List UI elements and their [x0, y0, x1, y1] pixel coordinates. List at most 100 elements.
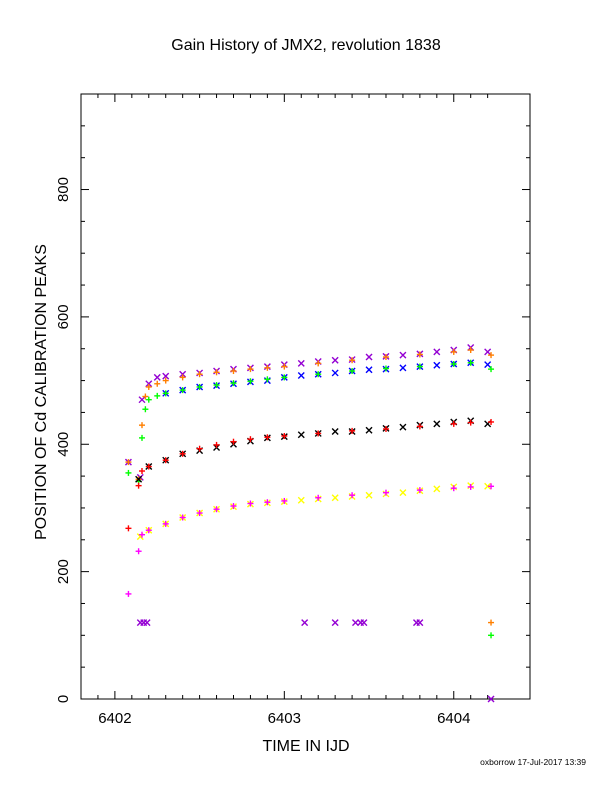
- data-point: [135, 475, 143, 483]
- marker-stroke: [179, 370, 187, 378]
- marker-stroke: [399, 423, 407, 431]
- data-point: [138, 434, 145, 441]
- marker-stroke: [143, 619, 151, 627]
- marker-stroke: [297, 431, 305, 439]
- data-point: [315, 360, 322, 367]
- data-point: [125, 525, 132, 532]
- data-point: [230, 503, 237, 510]
- data-point: [484, 482, 492, 490]
- marker-stroke: [138, 396, 146, 404]
- data-point: [162, 377, 169, 384]
- data-point: [484, 361, 492, 369]
- data-point: [331, 369, 339, 377]
- marker-stroke: [433, 361, 441, 369]
- data-point: [196, 510, 203, 517]
- data-point: [179, 387, 186, 394]
- marker-stroke: [365, 426, 373, 434]
- data-point: [315, 430, 322, 437]
- marker-stroke: [153, 373, 161, 381]
- data-point: [145, 380, 153, 388]
- data-point: [213, 441, 220, 448]
- data-point: [416, 363, 423, 370]
- data-point: [179, 374, 186, 381]
- marker-stroke: [399, 364, 407, 372]
- data-point: [382, 425, 389, 432]
- data-point: [297, 496, 305, 504]
- y-axis-label: POSITION OF Cd CALIBRATION PEAKS: [33, 244, 50, 540]
- marker-stroke: [487, 695, 495, 703]
- marker-stroke: [297, 496, 305, 504]
- marker-stroke: [135, 475, 143, 483]
- data-point: [349, 357, 356, 364]
- data-point: [487, 695, 495, 703]
- data-point: [125, 459, 132, 466]
- data-point: [433, 485, 441, 493]
- data-point: [143, 619, 151, 627]
- data-point: [138, 422, 145, 429]
- chart-title: Gain History of JMX2, revolution 1838: [171, 37, 441, 54]
- data-point: [399, 489, 407, 497]
- data-point: [264, 364, 271, 371]
- data-point: [297, 371, 305, 379]
- data-point: [433, 361, 441, 369]
- data-point: [450, 361, 457, 368]
- data-point: [153, 373, 161, 381]
- data-point: [135, 548, 142, 555]
- marker-stroke: [331, 369, 339, 377]
- data-point: [488, 418, 495, 425]
- data-point: [154, 380, 161, 387]
- data-point: [145, 396, 152, 403]
- marker-stroke: [360, 619, 368, 627]
- data-point: [196, 383, 203, 390]
- x-tick-label: 6402: [98, 710, 131, 727]
- data-point: [331, 428, 339, 436]
- data-point: [433, 420, 441, 428]
- data-point: [488, 632, 495, 639]
- data-point: [142, 393, 149, 400]
- data-point: [382, 489, 389, 496]
- marker-stroke: [433, 420, 441, 428]
- data-point: [331, 494, 339, 502]
- data-point: [162, 390, 169, 397]
- marker-stroke: [399, 489, 407, 497]
- data-point: [351, 619, 359, 627]
- marker-stroke: [365, 366, 373, 374]
- data-point: [264, 434, 271, 441]
- data-point: [281, 374, 288, 381]
- data-point: [138, 468, 145, 475]
- data-point: [416, 351, 423, 358]
- data-point: [416, 487, 423, 494]
- data-point: [488, 619, 495, 626]
- data-point: [365, 491, 373, 499]
- y-tick-label: 0: [55, 695, 72, 703]
- data-point: [488, 352, 495, 359]
- data-point: [488, 366, 495, 373]
- data-point: [349, 492, 356, 499]
- marker-stroke: [145, 380, 153, 388]
- data-point: [315, 494, 322, 501]
- data-point: [125, 469, 132, 476]
- data-point: [488, 483, 495, 490]
- data-point: [247, 500, 254, 507]
- data-point: [247, 436, 254, 443]
- data-point: [230, 438, 237, 445]
- data-point: [450, 485, 457, 492]
- data-point: [162, 520, 169, 527]
- marker-stroke: [484, 348, 492, 356]
- marker-stroke: [301, 619, 309, 627]
- data-point: [331, 356, 339, 364]
- y-tick-label: 200: [55, 559, 72, 584]
- axes: 0 200 400 600 800 6402 6403 6404: [55, 94, 530, 727]
- marker-stroke: [433, 485, 441, 493]
- data-point: [349, 427, 356, 434]
- data-point: [213, 382, 220, 389]
- data-point: [179, 514, 186, 521]
- data-point: [467, 347, 474, 354]
- data-point: [365, 353, 373, 361]
- data-point: [281, 432, 288, 439]
- data-point: [125, 590, 132, 597]
- data-point: [382, 365, 389, 372]
- marker-stroke: [351, 619, 359, 627]
- data-point: [162, 457, 169, 464]
